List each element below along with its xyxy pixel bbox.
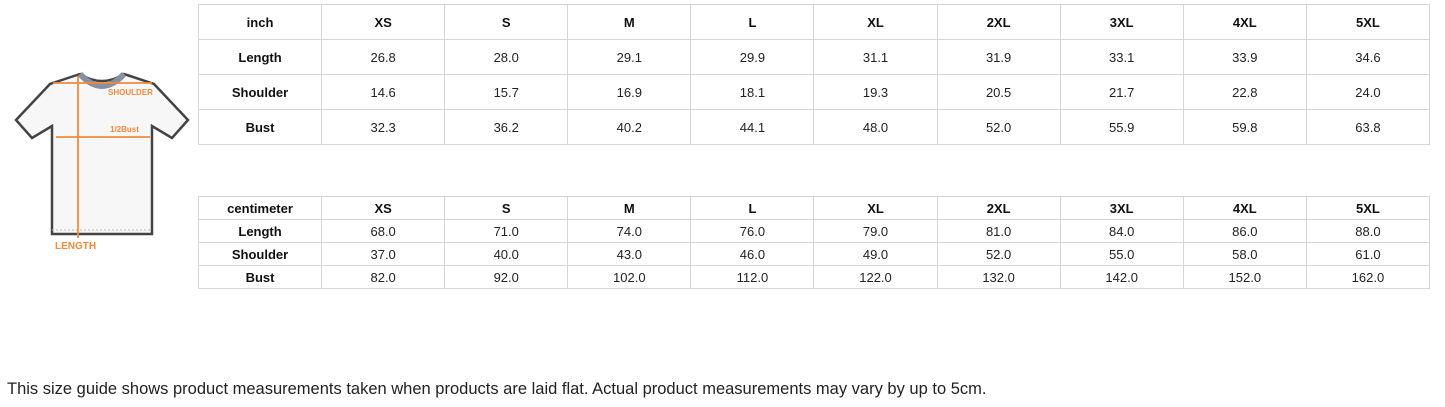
table-cell: 112.0 [690, 265, 815, 289]
shoulder-label: SHOULDER [108, 88, 153, 97]
column-header: 4XL [1182, 4, 1307, 40]
table-cell: 81.0 [936, 219, 1061, 243]
column-header: 4XL [1182, 196, 1307, 220]
column-header: 2XL [936, 4, 1061, 40]
table-cell: 132.0 [936, 265, 1061, 289]
table-cell: 33.1 [1059, 39, 1184, 75]
row-label: Length [197, 219, 323, 243]
table-cell: 86.0 [1182, 219, 1307, 243]
table-cell: 61.0 [1305, 242, 1431, 266]
row-label: Bust [197, 265, 323, 289]
table-cell: 76.0 [690, 219, 815, 243]
bust-label: 1/2Bust [110, 125, 139, 134]
row-label: Shoulder [197, 74, 323, 110]
table-row: Length 68.0 71.0 74.0 76.0 79.0 81.0 84.0 86.0 88… [197, 219, 1431, 243]
table-cell: 52.0 [936, 109, 1061, 145]
table-cell: 44.1 [690, 109, 815, 145]
table-cell: 68.0 [321, 219, 446, 243]
table-cell: 37.0 [321, 242, 446, 266]
table-cell: 55.0 [1059, 242, 1184, 266]
table-cell: 55.9 [1059, 109, 1184, 145]
column-header: M [567, 4, 692, 40]
table-cell: 74.0 [567, 219, 692, 243]
table-row: Bust 32.3 36.2 40.2 44.1 48.0 52.0 55.9 59.8 63.8 [197, 109, 1431, 145]
column-header: S [444, 196, 569, 220]
table-cell: 49.0 [813, 242, 938, 266]
column-header: XS [321, 196, 446, 220]
column-header: XL [813, 4, 938, 40]
table-header-row: centimeter XS S M L XL 2XL 3XL 4XL 5XL [197, 196, 1431, 220]
table-cell: 84.0 [1059, 219, 1184, 243]
table-cell: 29.9 [690, 39, 815, 75]
table-cell: 28.0 [444, 39, 569, 75]
table-cell: 122.0 [813, 265, 938, 289]
table-cell: 43.0 [567, 242, 692, 266]
column-header: XS [321, 4, 446, 40]
column-header: M [567, 196, 692, 220]
tshirt-diagram: SHOULDER 1/2Bust LENGTH [14, 71, 190, 252]
table-cell: 32.3 [321, 109, 446, 145]
table-cell: 31.9 [936, 39, 1061, 75]
table-row: Shoulder 37.0 40.0 43.0 46.0 49.0 52.0 55.0 58.0… [197, 242, 1431, 266]
table-cell: 20.5 [936, 74, 1061, 110]
table-cell: 40.2 [567, 109, 692, 145]
column-header: XL [813, 196, 938, 220]
table-cell: 88.0 [1305, 219, 1431, 243]
table-cell: 31.1 [813, 39, 938, 75]
table-cell: 33.9 [1182, 39, 1307, 75]
size-guide-note: This size guide shows product measuremen… [7, 380, 987, 398]
table-cell: 26.8 [321, 39, 446, 75]
cm-size-table: centimeter XS S M L XL 2XL 3XL 4XL 5XL Length 68.0 7… [197, 196, 1431, 289]
table-cell: 22.8 [1182, 74, 1307, 110]
table-cell: 36.2 [444, 109, 569, 145]
table-cell: 71.0 [444, 219, 569, 243]
row-label: Length [197, 39, 323, 75]
length-label: LENGTH [55, 241, 96, 252]
table-cell: 142.0 [1059, 265, 1184, 289]
column-header: S [444, 4, 569, 40]
table-cell: 24.0 [1305, 74, 1431, 110]
table-cell: 15.7 [444, 74, 569, 110]
column-header: L [690, 4, 815, 40]
table-cell: 152.0 [1182, 265, 1307, 289]
table-cell: 34.6 [1305, 39, 1431, 75]
column-header: 3XL [1059, 196, 1184, 220]
table-cell: 18.1 [690, 74, 815, 110]
row-label: Bust [197, 109, 323, 145]
table-cell: 58.0 [1182, 242, 1307, 266]
table-cell: 63.8 [1305, 109, 1431, 145]
table-cell: 19.3 [813, 74, 938, 110]
table-cell: 82.0 [321, 265, 446, 289]
table-cell: 14.6 [321, 74, 446, 110]
table-header-row: inch XS S M L XL 2XL 3XL 4XL 5XL [197, 4, 1431, 40]
column-header: 2XL [936, 196, 1061, 220]
table-cell: 79.0 [813, 219, 938, 243]
column-header: centimeter [197, 196, 323, 220]
column-header: inch [197, 4, 323, 40]
table-cell: 48.0 [813, 109, 938, 145]
inch-size-table: inch XS S M L XL 2XL 3XL 4XL 5XL Length 26.8 28.0 29.… [197, 4, 1431, 145]
table-cell: 29.1 [567, 39, 692, 75]
table-cell: 92.0 [444, 265, 569, 289]
column-header: 5XL [1305, 4, 1431, 40]
table-cell: 40.0 [444, 242, 569, 266]
table-cell: 162.0 [1305, 265, 1431, 289]
table-cell: 52.0 [936, 242, 1061, 266]
column-header: 3XL [1059, 4, 1184, 40]
table-cell: 46.0 [690, 242, 815, 266]
table-cell: 59.8 [1182, 109, 1307, 145]
row-label: Shoulder [197, 242, 323, 266]
column-header: L [690, 196, 815, 220]
table-cell: 16.9 [567, 74, 692, 110]
table-cell: 21.7 [1059, 74, 1184, 110]
table-row: Shoulder 14.6 15.7 16.9 18.1 19.3 20.5 21.7 22.8… [197, 74, 1431, 110]
table-cell: 102.0 [567, 265, 692, 289]
table-row: Length 26.8 28.0 29.1 29.9 31.1 31.9 33.1 33.9 34… [197, 39, 1431, 75]
column-header: 5XL [1305, 196, 1431, 220]
table-row: Bust 82.0 92.0 102.0 112.0 122.0 132.0 142.0 152… [197, 265, 1431, 289]
